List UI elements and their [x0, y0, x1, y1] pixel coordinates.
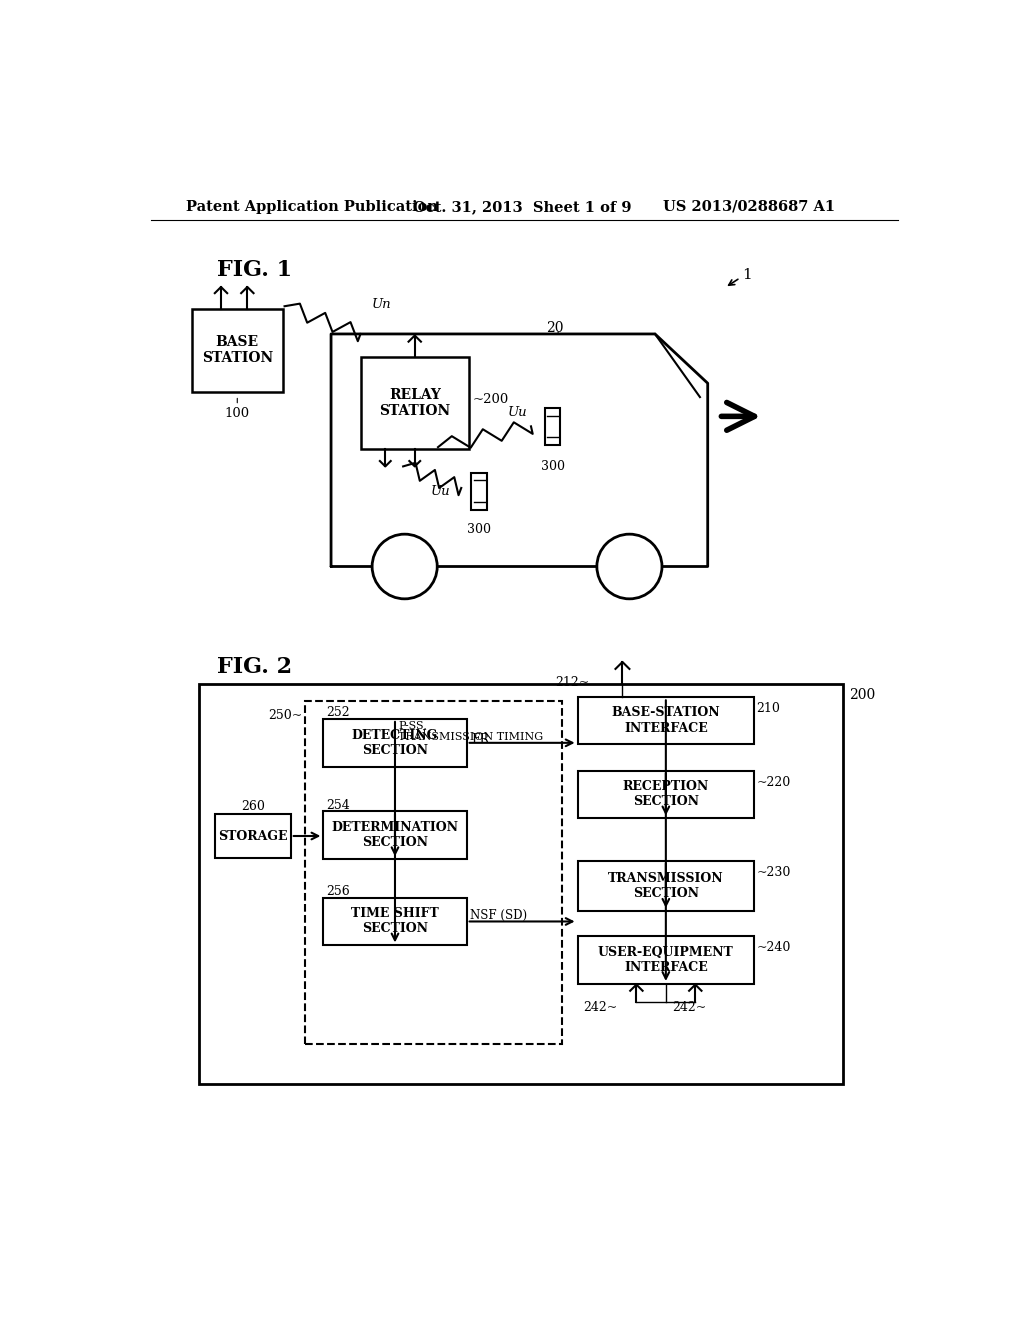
- FancyBboxPatch shape: [191, 309, 283, 392]
- Text: BASE
STATION: BASE STATION: [202, 335, 273, 366]
- Text: Un: Un: [372, 298, 392, 312]
- Text: 260: 260: [241, 800, 265, 813]
- Text: 212~: 212~: [556, 676, 590, 689]
- FancyBboxPatch shape: [578, 697, 755, 743]
- Circle shape: [597, 535, 662, 599]
- Text: P-SS,
TRANSMISSION TIMING: P-SS, TRANSMISSION TIMING: [398, 721, 543, 742]
- Text: ~240: ~240: [757, 941, 791, 954]
- Text: 200: 200: [849, 688, 874, 702]
- Text: 210: 210: [757, 702, 780, 715]
- Text: 252: 252: [327, 706, 350, 719]
- Text: TRANSMISSION
SECTION: TRANSMISSION SECTION: [608, 871, 724, 900]
- FancyBboxPatch shape: [578, 861, 755, 911]
- Text: DETECTING
SECTION: DETECTING SECTION: [352, 729, 438, 756]
- Text: 250~: 250~: [268, 709, 302, 722]
- Text: ~230: ~230: [757, 866, 791, 879]
- FancyBboxPatch shape: [545, 408, 560, 445]
- Text: RECEPTION
SECTION: RECEPTION SECTION: [623, 780, 709, 808]
- Text: 100: 100: [224, 407, 250, 420]
- FancyBboxPatch shape: [324, 812, 467, 859]
- Text: 20: 20: [547, 321, 564, 335]
- Text: 254: 254: [327, 799, 350, 812]
- Text: FR: FR: [471, 733, 489, 746]
- FancyBboxPatch shape: [215, 814, 291, 858]
- Text: ~200: ~200: [473, 393, 509, 407]
- Text: 300: 300: [541, 459, 564, 473]
- Text: Oct. 31, 2013  Sheet 1 of 9: Oct. 31, 2013 Sheet 1 of 9: [414, 199, 632, 214]
- FancyBboxPatch shape: [324, 719, 467, 767]
- Text: Uu: Uu: [430, 486, 450, 499]
- FancyBboxPatch shape: [324, 898, 467, 945]
- Text: STORAGE: STORAGE: [218, 829, 288, 842]
- Text: Patent Application Publication: Patent Application Publication: [186, 199, 438, 214]
- Text: USER-EQUIPMENT
INTERFACE: USER-EQUIPMENT INTERFACE: [598, 946, 734, 974]
- Text: 256: 256: [327, 884, 350, 898]
- FancyBboxPatch shape: [578, 771, 755, 818]
- Text: Uu: Uu: [508, 407, 527, 418]
- Text: ~220: ~220: [757, 776, 791, 788]
- Text: BASE-STATION
INTERFACE: BASE-STATION INTERFACE: [611, 706, 720, 734]
- FancyBboxPatch shape: [305, 701, 562, 1044]
- Text: DETERMINATION
SECTION: DETERMINATION SECTION: [332, 821, 459, 849]
- Circle shape: [372, 535, 437, 599]
- Text: RELAY
STATION: RELAY STATION: [379, 388, 451, 418]
- Text: 242~: 242~: [584, 1001, 617, 1014]
- FancyBboxPatch shape: [578, 936, 755, 983]
- Text: US 2013/0288687 A1: US 2013/0288687 A1: [663, 199, 835, 214]
- Text: TIME SHIFT
SECTION: TIME SHIFT SECTION: [351, 907, 439, 936]
- Text: 242~: 242~: [672, 1001, 707, 1014]
- Text: 1: 1: [741, 268, 752, 282]
- Text: FIG. 1: FIG. 1: [217, 259, 292, 281]
- FancyBboxPatch shape: [471, 473, 486, 510]
- FancyBboxPatch shape: [360, 358, 469, 449]
- Text: NSF (SD): NSF (SD): [470, 908, 527, 921]
- Text: FIG. 2: FIG. 2: [217, 656, 292, 677]
- Text: 300: 300: [467, 523, 492, 536]
- FancyBboxPatch shape: [200, 684, 843, 1084]
